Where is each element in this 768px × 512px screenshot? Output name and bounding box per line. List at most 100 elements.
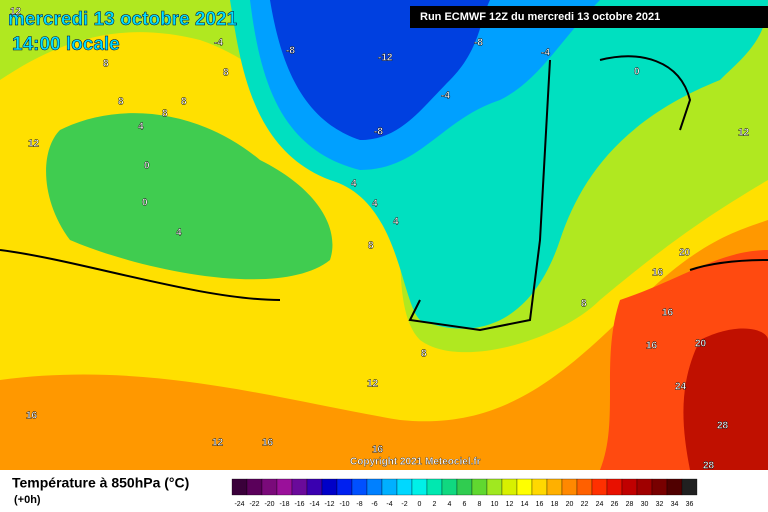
scale-swatch: [351, 478, 368, 496]
contour-label: 8: [162, 109, 168, 120]
warm-zone: [0, 220, 768, 470]
contour-label: 16: [652, 268, 664, 279]
scale-swatch: [306, 478, 323, 496]
contour-label: 20: [695, 339, 707, 350]
scale-label: 0: [418, 501, 422, 508]
scale-label: -24: [234, 501, 244, 508]
scale-label: 10: [491, 501, 499, 508]
scale-swatch: [246, 478, 263, 496]
scale-label: -8: [356, 501, 362, 508]
scale-swatch: [456, 478, 473, 496]
scale-swatch: [291, 478, 308, 496]
scale-label: 16: [536, 501, 544, 508]
scale-label: 24: [596, 501, 604, 508]
scale-label: -12: [324, 501, 334, 508]
scale-label: -16: [294, 501, 304, 508]
date-title: mercredi 13 octobre 2021: [8, 9, 238, 30]
contour-label: 16: [262, 438, 274, 449]
scale-swatch: [636, 478, 653, 496]
scale-label: -2: [401, 501, 407, 508]
scale-label: 34: [671, 501, 679, 508]
scale-swatch: [381, 478, 398, 496]
scale-label: -22: [249, 501, 259, 508]
scale-swatch: [516, 478, 533, 496]
scale-swatch: [336, 478, 353, 496]
scale-swatch: [621, 478, 638, 496]
scale-label: 20: [566, 501, 574, 508]
contour-label: -8: [286, 46, 295, 57]
scale-label: 8: [478, 501, 482, 508]
scale-label: 12: [506, 501, 514, 508]
contour-label: 28: [703, 461, 715, 472]
coldest-zone: [270, 0, 490, 140]
scale-swatch: [606, 478, 623, 496]
hottest-zone: [683, 328, 768, 470]
contour-label: 16: [646, 341, 658, 352]
contour-label: 8: [581, 299, 587, 310]
scale-label: 22: [581, 501, 589, 508]
footer-title: Température à 850hPa (°C): [12, 475, 189, 491]
scale-swatch: [321, 478, 338, 496]
color-scale: -24 -22 -20 -18 -16 -14 -12 -10 -8 -6 -4 -2 0 2 4 6 8 10 1…: [231, 478, 698, 508]
contour-label: 8: [421, 349, 427, 360]
scale-label: 14: [521, 501, 529, 508]
contour-label: -4: [214, 38, 223, 49]
scale-swatch: [531, 478, 548, 496]
scale-swatch: [366, 478, 383, 496]
scale-swatch: [651, 478, 668, 496]
contour-label: 12: [10, 7, 22, 18]
contour-label: 12: [738, 128, 750, 139]
time-title: 14:00 locale: [12, 34, 120, 55]
contour-label: 4: [351, 179, 357, 190]
scale-swatch: [666, 478, 683, 496]
contour-label: 28: [717, 421, 729, 432]
isotherm-lines: [0, 55, 768, 332]
scale-swatch: [471, 478, 488, 496]
scale-swatch: [261, 478, 278, 496]
scale-swatch: [576, 478, 593, 496]
scale-label: 2: [433, 501, 437, 508]
contour-label: -8: [374, 127, 383, 138]
map: [0, 0, 768, 470]
contour-label: 8: [118, 97, 124, 108]
contour-label: 0: [634, 67, 640, 78]
scale-swatch: [486, 478, 503, 496]
scale-swatch: [231, 478, 248, 496]
contour-label: 4: [372, 199, 378, 210]
run-label: Run ECMWF 12Z du mercredi 13 octobre 202…: [420, 11, 660, 23]
scale-label: -20: [264, 501, 274, 508]
contour-label: 24: [675, 382, 687, 393]
scale-swatch: [396, 478, 413, 496]
contour-labels: 12 -4 -8 8 8 -12 -8 -4 -4 8 8 8 -8 4 12 …: [10, 6, 750, 472]
contour-label: 0: [144, 161, 150, 172]
scale-swatch: [441, 478, 458, 496]
contour-label: -4: [441, 91, 450, 102]
footer-lead: (+0h): [14, 494, 41, 506]
contour-label: 12: [367, 379, 379, 390]
cool-zone: [46, 113, 333, 280]
contour-label: 16: [26, 411, 38, 422]
copyright: Copyright 2021 Meteociel.fr: [350, 457, 481, 468]
scale-swatch: [501, 478, 518, 496]
contour-label: 16: [372, 445, 384, 456]
contour-label: 16: [662, 308, 674, 319]
scale-label: 28: [626, 501, 634, 508]
scale-label: 18: [551, 501, 559, 508]
scale-label: 6: [463, 501, 467, 508]
contour-label: 12: [212, 438, 224, 449]
scale-label: 4: [448, 501, 452, 508]
scale-label: -14: [309, 501, 319, 508]
scale-label: 30: [641, 501, 649, 508]
contour-label: 8: [181, 97, 187, 108]
contour-label: -4: [541, 48, 550, 59]
contour-label: -12: [378, 53, 393, 64]
scale-label: -10: [339, 501, 349, 508]
scale-swatch: [591, 478, 608, 496]
scale-swatch: [426, 478, 443, 496]
scale-swatch: [546, 478, 563, 496]
scale-swatch: [681, 478, 698, 496]
contour-label: -8: [474, 38, 483, 49]
scale-swatch: [411, 478, 428, 496]
contour-label: 8: [103, 59, 109, 70]
